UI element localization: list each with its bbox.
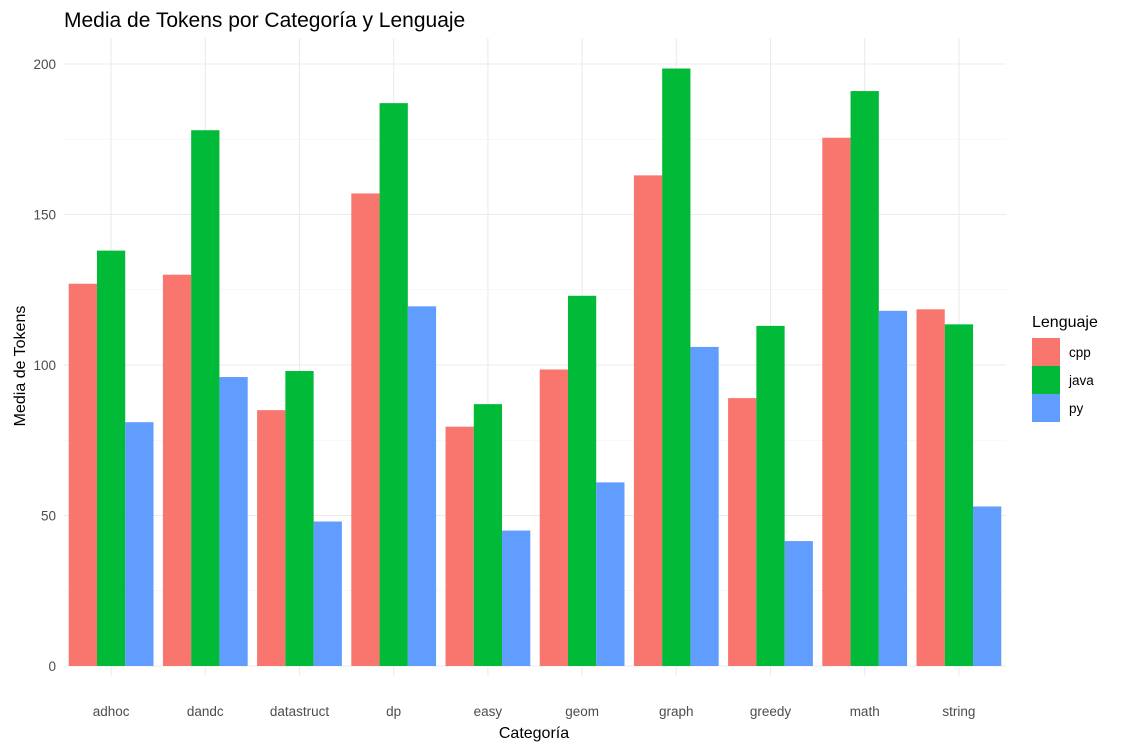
x-tick-label: datastruct: [270, 704, 330, 719]
bar-cpp-math: [822, 137, 851, 666]
y-tick-label: 200: [33, 57, 56, 72]
x-tick-label: graph: [659, 704, 694, 719]
chart-title: Media de Tokens por Categoría y Lenguaje: [64, 9, 465, 32]
bar-py-datastruct: [313, 521, 342, 666]
bar-py-geom: [596, 482, 625, 666]
bar-java-datastruct: [285, 371, 314, 666]
bar-cpp-geom: [539, 369, 568, 666]
x-axis-title: Categoría: [499, 725, 569, 742]
legend: Lenguaje cpp java py: [1032, 314, 1098, 422]
y-axis-ticks: 0 50 100 150 200: [33, 57, 56, 674]
bar-java-greedy: [756, 325, 785, 666]
bar-cpp-datastruct: [257, 410, 286, 666]
legend-swatch-py: [1032, 394, 1060, 422]
y-tick-label: 0: [48, 659, 56, 674]
x-tick-label: geom: [565, 704, 599, 719]
y-tick-label: 100: [33, 358, 56, 373]
bar-py-graph: [690, 346, 719, 666]
bar-java-easy: [473, 404, 503, 666]
legend-title: Lenguaje: [1032, 314, 1098, 331]
x-tick-label: adhoc: [93, 704, 130, 719]
x-tick-label: greedy: [750, 704, 792, 719]
bar-cpp-easy: [445, 426, 474, 666]
legend-label-java: java: [1068, 373, 1094, 388]
bar-java-adhoc: [96, 250, 126, 666]
bar-cpp-adhoc: [68, 283, 97, 666]
legend-label-py: py: [1069, 401, 1084, 416]
bar-java-string: [944, 324, 974, 666]
bar-py-dp: [407, 306, 437, 666]
legend-swatch-java: [1032, 366, 1060, 394]
legend-swatch-cpp: [1032, 338, 1060, 366]
x-tick-label: dandc: [187, 704, 224, 719]
y-tick-label: 150: [33, 208, 56, 223]
y-axis-title: Media de Tokens: [12, 306, 29, 427]
bars: [68, 68, 1002, 667]
legend-label-cpp: cpp: [1069, 345, 1091, 360]
x-tick-label: math: [850, 704, 880, 719]
y-tick-label: 50: [41, 509, 56, 524]
bar-py-greedy: [784, 541, 813, 666]
bar-java-graph: [662, 68, 691, 666]
bar-cpp-greedy: [728, 398, 757, 666]
bar-py-adhoc: [125, 422, 154, 666]
bar-py-string: [973, 506, 1002, 666]
bar-cpp-dandc: [162, 274, 192, 666]
bar-py-math: [878, 310, 908, 666]
bar-java-dandc: [191, 130, 220, 667]
x-axis-ticks: adhoc dandc datastruct dp easy geom graph greed…: [93, 704, 976, 719]
bar-cpp-string: [916, 309, 945, 666]
x-tick-label: dp: [386, 704, 401, 719]
x-tick-label: easy: [474, 704, 503, 719]
bar-cpp-dp: [351, 193, 380, 666]
x-tick-label: string: [942, 704, 975, 719]
bar-java-geom: [567, 295, 597, 666]
bar-cpp-graph: [633, 175, 663, 666]
bar-java-dp: [379, 103, 408, 666]
bar-py-dandc: [219, 377, 248, 666]
bar-java-math: [850, 91, 879, 667]
bar-py-easy: [502, 530, 531, 666]
